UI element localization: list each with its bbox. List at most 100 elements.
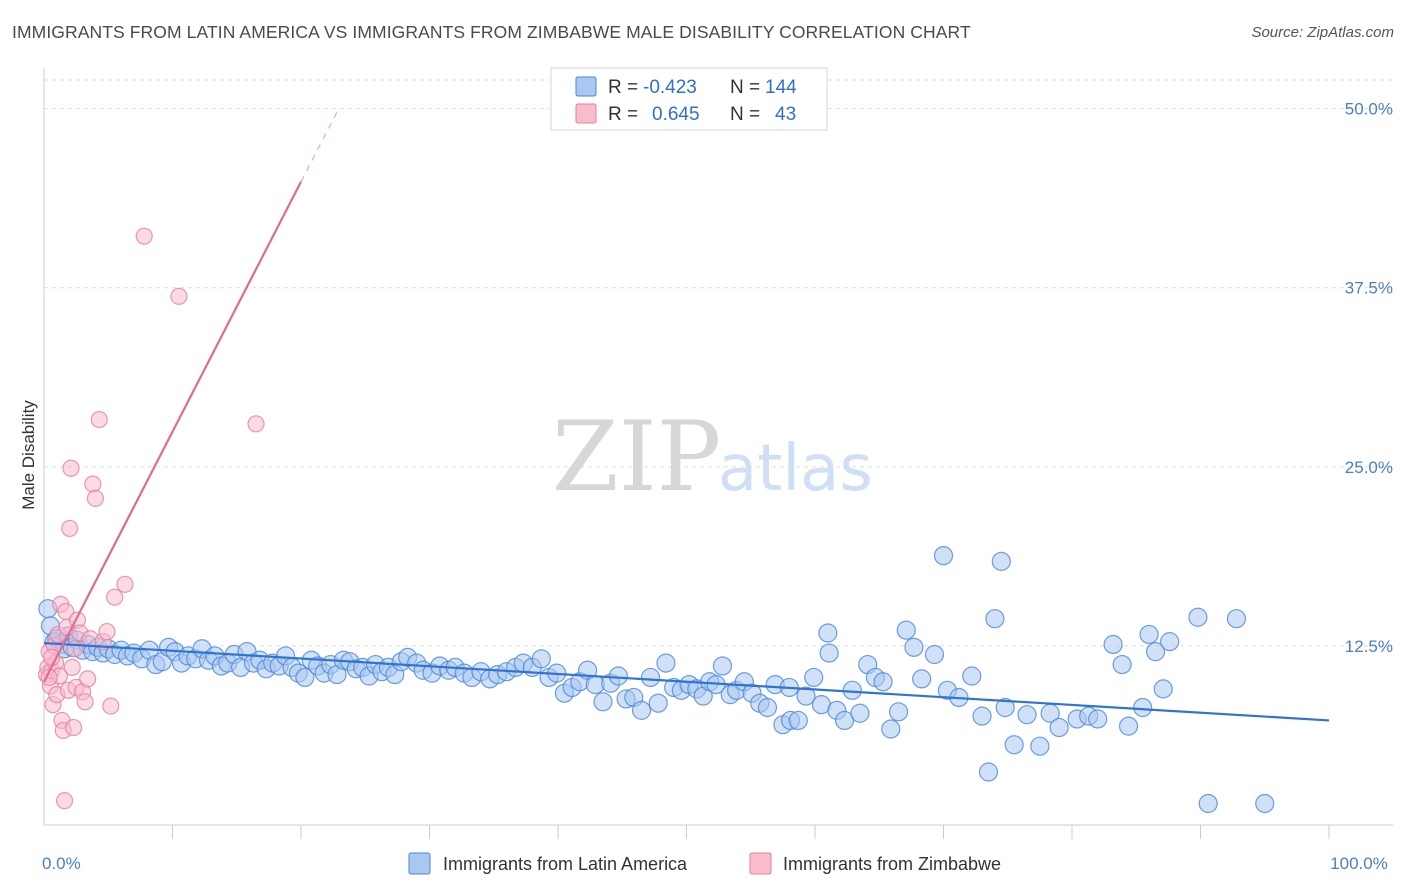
x-tick-labels: 0.0% 100.0% xyxy=(42,854,1388,873)
watermark-atlas: atlas xyxy=(718,432,873,506)
pink-point-28 xyxy=(79,670,97,688)
legend-swatch-pink xyxy=(575,103,597,124)
blue-point-86 xyxy=(608,666,628,686)
pink-point-27 xyxy=(76,693,94,711)
blue-point-145 xyxy=(1133,697,1153,718)
blue-point-112 xyxy=(804,667,824,688)
blue-point-76 xyxy=(531,649,551,669)
legend-n-label-2: N = xyxy=(730,104,760,125)
y-tick-label-2: 37.5% xyxy=(1345,279,1393,298)
pink-point-36 xyxy=(106,588,124,606)
blue-point-116 xyxy=(834,710,855,731)
blue-point-153 xyxy=(1255,793,1275,814)
pink-point-35 xyxy=(102,697,120,715)
chart-title: IMMIGRANTS FROM LATIN AMERICA VS IMMIGRA… xyxy=(12,22,971,42)
watermark: ZIP atlas xyxy=(552,401,873,513)
blue-point-150 xyxy=(1188,607,1208,627)
blue-point-127 xyxy=(924,644,945,665)
y-axis-title: Male Disability xyxy=(19,400,38,510)
legend-r-value-1: -0.423 xyxy=(643,77,697,98)
series-latin-america-points xyxy=(38,546,1275,814)
x-tick-label-1: 100.0% xyxy=(1330,854,1388,873)
pink-point-31 xyxy=(86,489,105,507)
pink-point-19 xyxy=(62,459,80,477)
blue-point-154 xyxy=(978,762,999,782)
blue-point-126 xyxy=(912,669,932,689)
blue-point-135 xyxy=(1017,705,1037,725)
blue-point-123 xyxy=(888,702,909,722)
trend-line-zimbabwe xyxy=(43,181,302,683)
x-tick-label-0: 0.0% xyxy=(42,854,81,873)
series-legend-swatch-pink xyxy=(749,852,772,875)
legend-n-value-2: 43 xyxy=(775,104,796,125)
correlation-legend: R = -0.423 N = 144 R = 0.645 N = 43 xyxy=(550,67,828,131)
blue-point-151 xyxy=(1198,793,1218,814)
trend-line-latin-america xyxy=(43,641,1330,722)
y-tick-label-3: 50.0% xyxy=(1345,100,1393,119)
blue-point-90 xyxy=(640,667,661,688)
trend-line-zimbabwe-extension xyxy=(300,106,340,182)
pink-point-32 xyxy=(90,410,108,429)
pink-point-21 xyxy=(64,718,83,737)
pink-point-30 xyxy=(84,475,102,493)
blue-point-155 xyxy=(818,623,838,643)
blue-point-110 xyxy=(788,710,808,731)
blue-point-125 xyxy=(904,637,924,657)
series-legend-swatch-blue xyxy=(408,852,431,875)
series-legend: Immigrants from Latin America Immigrants… xyxy=(408,852,1001,875)
blue-point-147 xyxy=(1145,642,1166,662)
legend-r-value-2: 0.645 xyxy=(652,104,700,125)
y-tick-labels: 12.5% 25.0% 37.5% 50.0% xyxy=(1345,100,1393,656)
blue-point-133 xyxy=(995,697,1015,718)
blue-point-106 xyxy=(757,697,778,718)
blue-point-89 xyxy=(631,700,652,720)
source-label: Source: ZipAtlas.com xyxy=(1251,24,1394,41)
blue-point-144 xyxy=(1118,716,1139,736)
legend-box xyxy=(550,67,828,131)
blue-point-143 xyxy=(1112,654,1132,675)
pink-point-34 xyxy=(98,622,116,641)
blue-point-132 xyxy=(985,609,1005,629)
series-zimbabwe-points xyxy=(37,227,265,810)
blue-point-146 xyxy=(1139,624,1159,645)
pink-point-20 xyxy=(63,658,81,677)
blue-point-130 xyxy=(962,666,982,686)
blue-point-149 xyxy=(1160,632,1180,652)
pink-point-14 xyxy=(55,792,74,810)
pink-point-22 xyxy=(66,640,84,658)
blue-point-141 xyxy=(1088,709,1108,729)
blue-point-84 xyxy=(593,692,613,712)
blue-point-136 xyxy=(1030,736,1050,756)
pink-point-38 xyxy=(135,227,153,245)
blue-point-158 xyxy=(991,551,1011,571)
blue-point-157 xyxy=(933,546,954,566)
blue-point-118 xyxy=(850,703,870,723)
pink-point-37 xyxy=(116,575,134,593)
pink-point-39 xyxy=(170,287,188,305)
blue-point-134 xyxy=(1004,735,1024,755)
series-legend-label-latin-america: Immigrants from Latin America xyxy=(443,854,688,874)
legend-r-label-2: R = xyxy=(608,104,638,125)
axes xyxy=(43,68,1393,839)
blue-point-124 xyxy=(896,620,916,640)
blue-point-148 xyxy=(1153,679,1173,699)
y-tick-label-1: 25.0% xyxy=(1345,458,1393,477)
legend-n-value-1: 144 xyxy=(765,77,797,98)
blue-point-138 xyxy=(1049,717,1069,738)
blue-point-44 xyxy=(295,667,315,688)
y-tick-label-0: 12.5% xyxy=(1345,637,1393,656)
legend-n-label-1: N = xyxy=(730,77,760,98)
blue-point-92 xyxy=(656,653,676,673)
blue-point-131 xyxy=(972,706,992,726)
legend-r-label-1: R = xyxy=(608,77,638,98)
blue-point-100 xyxy=(712,656,733,676)
blue-point-111 xyxy=(796,686,816,706)
series-legend-label-zimbabwe: Immigrants from Zimbabwe xyxy=(783,854,1001,874)
legend-swatch-blue xyxy=(575,76,597,97)
blue-point-152 xyxy=(1226,609,1247,629)
blue-point-114 xyxy=(819,643,839,663)
blue-point-122 xyxy=(881,719,901,739)
pink-point-40 xyxy=(247,415,265,433)
blue-point-91 xyxy=(648,693,668,713)
trend-lines xyxy=(43,106,1330,722)
